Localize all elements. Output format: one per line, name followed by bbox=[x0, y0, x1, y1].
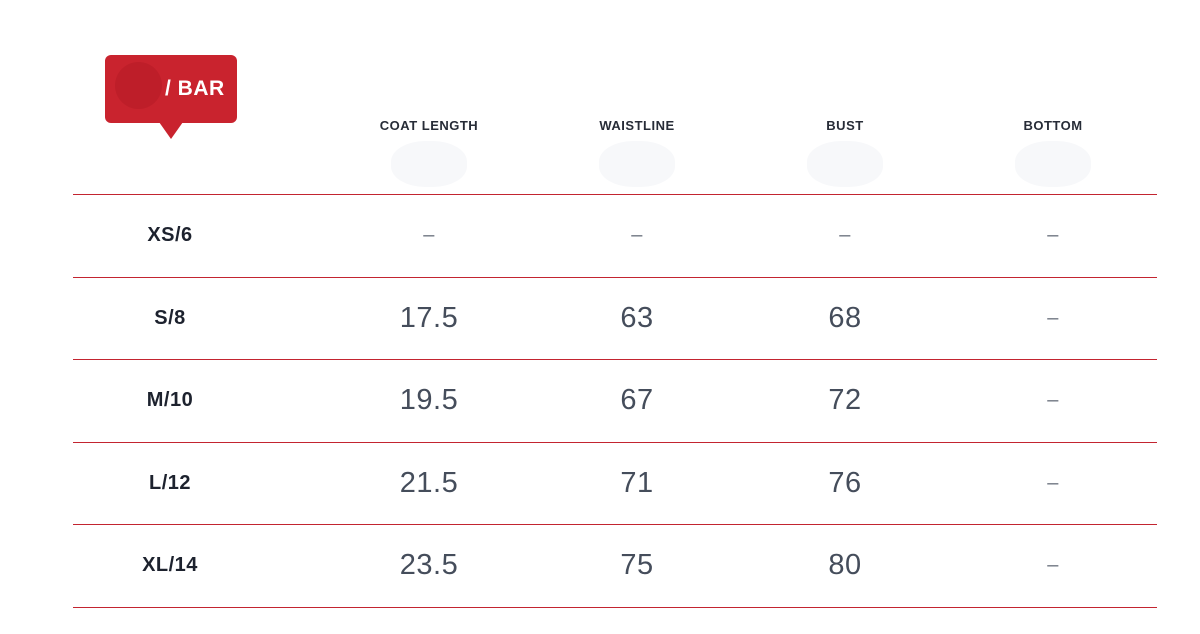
size-chart-table: COAT LENGTH WAISTLINE BUST BOTTOM XS/6 –… bbox=[73, 100, 1157, 608]
table-header-row: COAT LENGTH WAISTLINE BUST BOTTOM bbox=[73, 100, 1157, 195]
measurement-placeholder-icon bbox=[391, 141, 467, 187]
brand-label: / BAR bbox=[165, 77, 225, 100]
brand-logo-circle-icon bbox=[115, 62, 162, 109]
measurement-cell: 63 bbox=[620, 301, 654, 334]
measurement-cell: 21.5 bbox=[399, 466, 459, 499]
measurement-cell: – bbox=[423, 224, 435, 247]
column-header-label: WAISTLINE bbox=[599, 118, 675, 133]
column-header-bottom: BOTTOM bbox=[949, 100, 1157, 194]
measurement-cell: 19.5 bbox=[399, 384, 459, 417]
measurement-cell: – bbox=[631, 224, 643, 247]
table-row: XS/6 – – – – bbox=[73, 195, 1157, 278]
measurement-cell: 67 bbox=[620, 384, 654, 417]
measurement-cell: 72 bbox=[828, 384, 862, 417]
size-label: XS/6 bbox=[147, 224, 193, 247]
measurement-cell: 17.5 bbox=[399, 301, 459, 334]
measurement-cell: 71 bbox=[620, 466, 654, 499]
measurement-placeholder-icon bbox=[1015, 141, 1091, 187]
size-label: L/12 bbox=[148, 471, 192, 494]
measurement-cell: 68 bbox=[828, 301, 862, 334]
table-row: L/12 21.5 71 76 – bbox=[73, 443, 1157, 525]
size-label: S/8 bbox=[154, 306, 186, 329]
measurement-placeholder-icon bbox=[599, 141, 675, 187]
column-header-bust: BUST bbox=[741, 100, 949, 194]
measurement-cell: – bbox=[1047, 224, 1059, 247]
measurement-cell: 23.5 bbox=[399, 549, 459, 582]
measurement-cell: 80 bbox=[828, 549, 862, 582]
size-label: M/10 bbox=[146, 389, 194, 412]
measurement-cell: – bbox=[1047, 554, 1059, 577]
table-row: S/8 17.5 63 68 – bbox=[73, 278, 1157, 360]
column-header-label: BUST bbox=[826, 118, 864, 133]
column-header-label: COAT LENGTH bbox=[379, 118, 479, 133]
column-header-coat-length: COAT LENGTH bbox=[325, 100, 533, 194]
table-row: M/10 19.5 67 72 – bbox=[73, 360, 1157, 443]
measurement-cell: 75 bbox=[620, 549, 654, 582]
measurement-cell: – bbox=[1047, 389, 1059, 412]
column-header-waistline: WAISTLINE bbox=[533, 100, 741, 194]
table-row: XL/14 23.5 75 80 – bbox=[73, 525, 1157, 608]
column-header-label: BOTTOM bbox=[1023, 118, 1083, 133]
measurement-cell: 76 bbox=[828, 466, 862, 499]
measurement-cell: – bbox=[839, 224, 851, 247]
measurement-cell: – bbox=[1047, 471, 1059, 494]
measurement-cell: – bbox=[1047, 306, 1059, 329]
size-label: XL/14 bbox=[142, 554, 198, 577]
brand-badge[interactable]: / BAR bbox=[105, 55, 237, 123]
measurement-placeholder-icon bbox=[807, 141, 883, 187]
